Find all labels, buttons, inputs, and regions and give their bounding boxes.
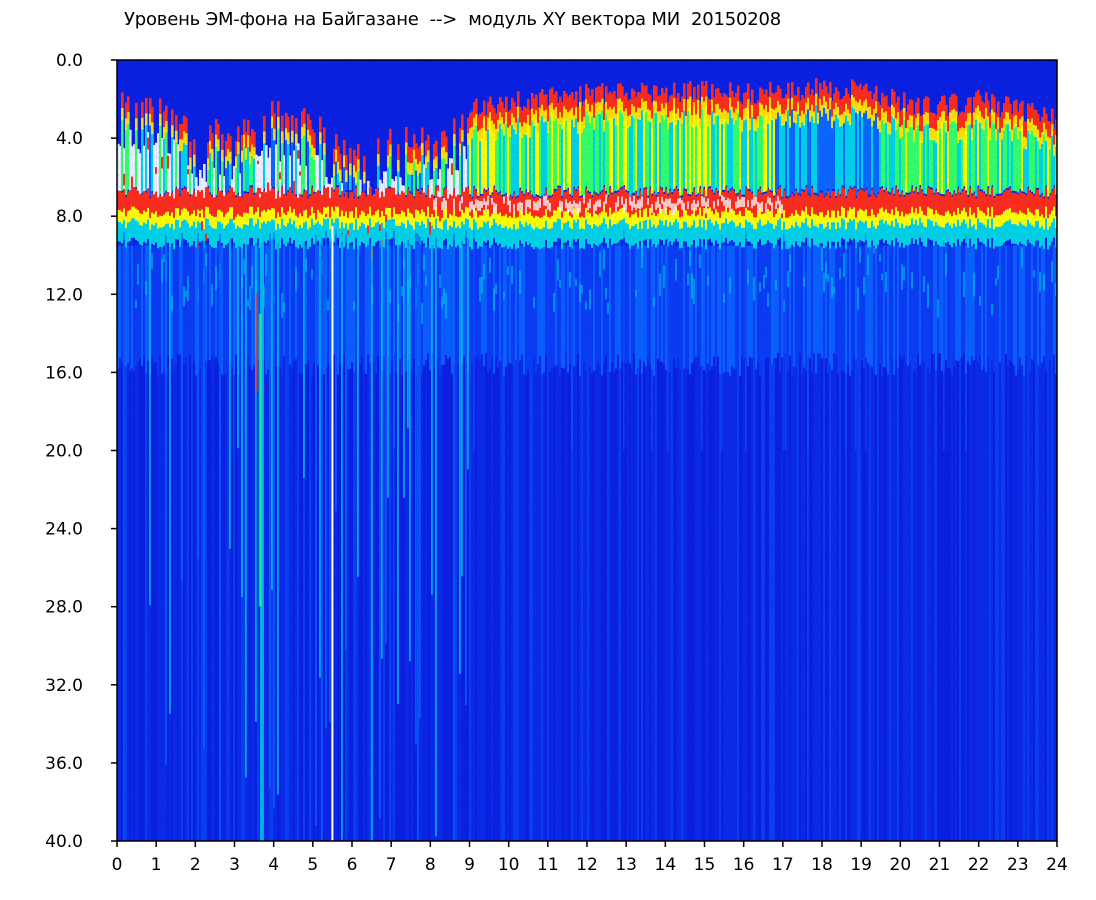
x-tick-label: 10 xyxy=(498,855,520,875)
x-tick-label: 2 xyxy=(190,855,201,875)
x-axis: 0 1 2 3 4 5 6 7 8 9 10 11 12 13 14 15 16 17 18 19 20 21 22 23 24 xyxy=(112,841,1068,875)
x-tick-label: 19 xyxy=(850,855,872,875)
x-tick-label: 15 xyxy=(694,855,716,875)
noise-texture xyxy=(117,60,1057,841)
x-tick-label: 4 xyxy=(268,855,279,875)
y-tick-label: 8.0 xyxy=(56,207,83,227)
x-tick-label: 14 xyxy=(655,855,677,875)
x-tick-label: 6 xyxy=(347,855,358,875)
x-tick-label: 7 xyxy=(386,855,397,875)
x-tick-label: 12 xyxy=(576,855,598,875)
y-tick-label: 36.0 xyxy=(45,754,83,774)
y-tick-label: 32.0 xyxy=(45,676,83,696)
x-tick-label: 18 xyxy=(811,855,833,875)
x-tick-label: 5 xyxy=(307,855,318,875)
x-tick-label: 3 xyxy=(229,855,240,875)
y-tick-label: 0.0 xyxy=(56,51,83,71)
x-tick-label: 20 xyxy=(890,855,912,875)
x-tick-label: 13 xyxy=(615,855,637,875)
y-tick-label: 40.0 xyxy=(45,832,83,852)
x-tick-label: 21 xyxy=(929,855,951,875)
y-tick-label: 24.0 xyxy=(45,520,83,540)
y-tick-label: 16.0 xyxy=(45,363,83,383)
y-tick-label: 28.0 xyxy=(45,598,83,618)
x-tick-label: 16 xyxy=(733,855,755,875)
x-tick-label: 0 xyxy=(112,855,123,875)
x-tick-label: 11 xyxy=(537,855,559,875)
x-tick-label: 22 xyxy=(968,855,990,875)
heatmap-field xyxy=(117,60,1057,841)
x-tick-label: 17 xyxy=(772,855,794,875)
chart-title: Уровень ЭМ-фона на Байгазане --> модуль … xyxy=(124,9,782,30)
x-tick-label: 8 xyxy=(425,855,436,875)
x-tick-label: 9 xyxy=(464,855,475,875)
y-axis: 0.0 4.0 8.0 12.0 16.0 20.0 24.0 28.0 32.0 36.0 40.… xyxy=(45,51,117,852)
y-tick-label: 4.0 xyxy=(56,129,83,149)
x-tick-label: 1 xyxy=(151,855,162,875)
x-tick-label: 23 xyxy=(1007,855,1029,875)
y-tick-label: 12.0 xyxy=(45,285,83,305)
x-tick-label: 24 xyxy=(1046,855,1068,875)
y-tick-label: 20.0 xyxy=(45,442,83,462)
